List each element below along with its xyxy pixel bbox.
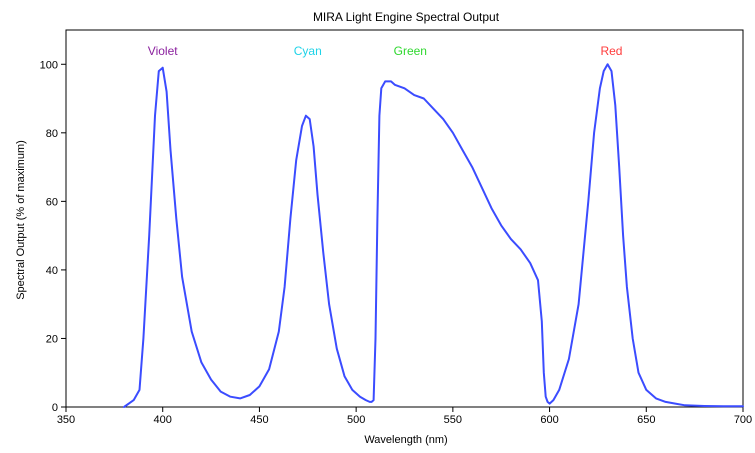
x-axis-title: Wavelength (nm) [364,434,447,446]
x-tick-label: 450 [250,414,268,426]
x-tick-label: 500 [347,414,365,426]
plot-area: 350 400 450 500 550 600 650 700 0 20 40 60 80 100 Viol… [40,29,752,426]
chart-title: MIRA Light Engine Spectral Output [313,10,500,24]
y-axis-title: Spectral Output (% of maximum) [15,140,27,300]
y-tick-label: 0 [52,402,58,414]
x-tick-label: 400 [154,414,172,426]
x-tick-label: 600 [540,414,558,426]
x-tick-label: 650 [637,414,655,426]
y-tick-label: 40 [46,265,58,277]
band-label-green: Green [394,44,427,58]
y-tick-label: 100 [40,59,58,71]
x-tick-label: 550 [444,414,462,426]
y-tick-label: 20 [46,333,58,345]
x-tick-label: 350 [57,414,75,426]
plot-frame [65,29,744,408]
y-tick-label: 80 [46,128,58,140]
x-tick-label: 700 [734,414,752,426]
band-label-red: Red [600,44,622,58]
band-label-violet: Violet [148,44,178,58]
spectrum-line [123,63,744,408]
band-label-cyan: Cyan [294,44,322,58]
y-tick-label: 60 [46,196,58,208]
